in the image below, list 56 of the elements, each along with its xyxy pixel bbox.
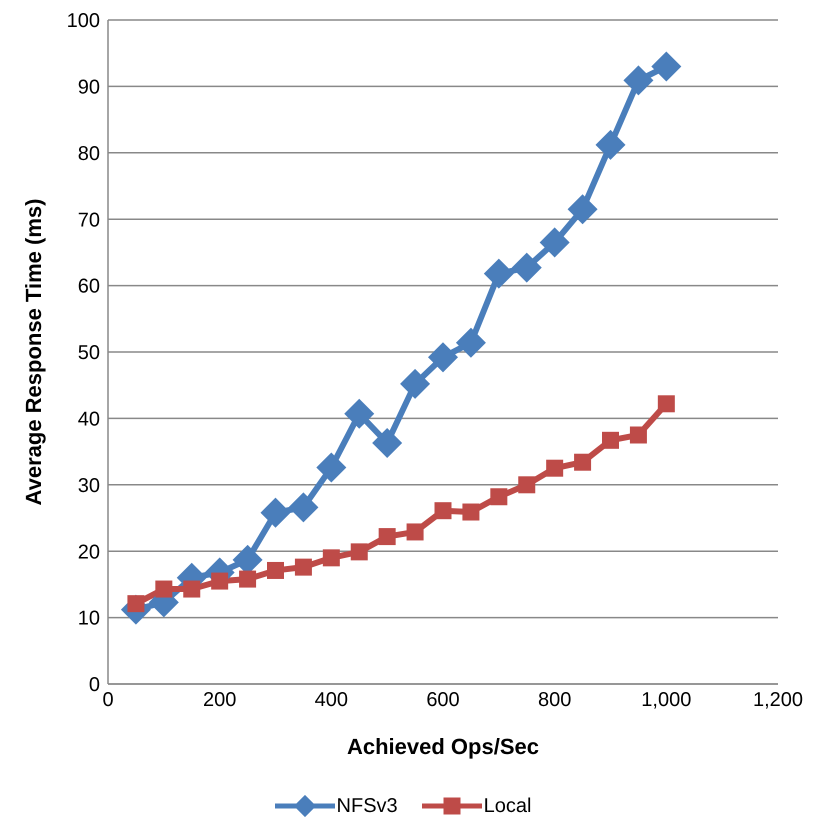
point [462, 504, 480, 521]
point [239, 570, 256, 588]
point [183, 580, 200, 598]
point [211, 572, 228, 590]
point [155, 580, 172, 598]
point [288, 492, 318, 522]
legend-label: NFSv3 [336, 794, 398, 818]
point [624, 66, 654, 96]
point [602, 432, 619, 449]
point [428, 342, 458, 372]
point [658, 395, 675, 412]
point [344, 398, 374, 429]
y-tick-label: 0 [88, 674, 100, 696]
point [630, 426, 647, 444]
y-tick-label: 90 [78, 76, 100, 98]
point [316, 452, 346, 482]
point [372, 428, 402, 458]
x-tick-label: 1,200 [752, 689, 804, 712]
x-tick-label: 400 [314, 689, 348, 712]
point [267, 562, 284, 579]
point [546, 460, 564, 477]
point [322, 549, 340, 566]
x-tick-label: 800 [538, 689, 572, 712]
y-tick-label: 10 [78, 608, 100, 630]
y-tick-label: 40 [78, 408, 100, 430]
x-tick-label: 0 [102, 689, 114, 712]
point [456, 328, 486, 358]
y-tick-label: 60 [78, 276, 100, 298]
y-tick-label: 80 [78, 142, 100, 165]
point [406, 523, 424, 540]
x-tick-label: 600 [426, 689, 460, 712]
point [484, 258, 514, 288]
y-tick-label: 70 [78, 209, 100, 232]
point [540, 228, 570, 258]
y-tick-label: 50 [78, 342, 100, 364]
x-tick-label: 1,000 [641, 689, 692, 712]
point [512, 252, 542, 282]
point [294, 558, 312, 576]
point [652, 52, 682, 82]
legend-label: Local [484, 794, 532, 818]
y-axis-title: Average Response Time (ms) [20, 198, 46, 506]
x-axis-title: Achieved Ops/Sec [347, 734, 539, 759]
y-tick-label: 30 [78, 474, 100, 497]
point [574, 454, 592, 471]
y-tick-label: 20 [78, 541, 100, 564]
x-tick-label: 200 [202, 689, 236, 712]
point [518, 476, 536, 494]
point [596, 130, 626, 160]
point [260, 498, 290, 528]
y-tick-label: 100 [66, 10, 100, 32]
point [350, 543, 368, 560]
point [490, 488, 508, 506]
point [434, 502, 452, 520]
point [378, 528, 396, 546]
point [568, 194, 598, 224]
point [400, 369, 430, 399]
